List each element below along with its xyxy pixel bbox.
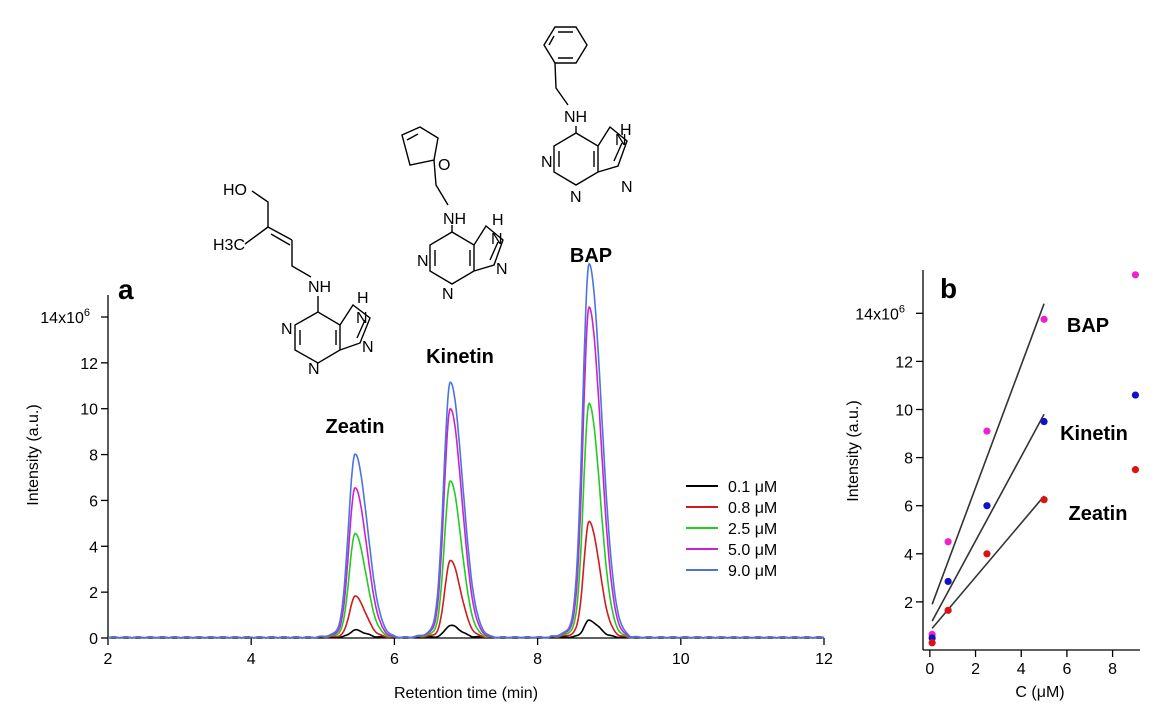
fit-line [931, 303, 1045, 605]
atom-label: N [417, 253, 429, 270]
fit-lines [931, 303, 1045, 629]
atom-label: N [496, 261, 508, 278]
peak-label: Kinetin [426, 346, 494, 368]
y-tick-label-b: 10 [895, 402, 913, 419]
x-tick-label-a: 6 [390, 651, 399, 668]
chromatogram-trace [107, 262, 825, 639]
data-point [944, 538, 952, 546]
y-tick-label-b: 4 [904, 547, 913, 564]
series-label: Kinetin [1060, 423, 1128, 445]
panel-label-a: a [118, 274, 134, 305]
atom-label: H [620, 122, 632, 139]
legend-label: 0.1 μM [728, 479, 777, 496]
legend-label: 0.8 μM [728, 500, 777, 517]
x-tick-label-a: 12 [815, 651, 833, 668]
calibration-points [928, 271, 1140, 647]
y-axis-label-a: Intensity (a.u.) [25, 404, 42, 505]
fit-line [931, 413, 1045, 622]
y-tick-label-b: 12 [895, 354, 913, 371]
legend-a: 0.1 μM 0.8 μM 2.5 μM 5.0 μM 9.0 μM [686, 479, 777, 580]
atom-label: N [442, 286, 454, 303]
x-tick-label-a: 10 [672, 651, 690, 668]
y-ticks-b: 2 4 6 8 10 12 14x106 [855, 303, 923, 612]
data-point [1040, 315, 1048, 323]
x-tick-label-a: 8 [533, 651, 542, 668]
atom-label: HO [223, 182, 247, 199]
atom-label: H [357, 290, 369, 307]
atom-label: NH [308, 279, 331, 296]
atom-label: N [356, 310, 368, 327]
data-point [983, 550, 991, 558]
data-point [1131, 271, 1140, 279]
y-tick-label-b: 8 [904, 451, 913, 468]
atom-label: NH [564, 109, 587, 126]
atom-label: N [621, 179, 633, 196]
atom-label: N [308, 361, 320, 378]
series-label: Zeatin [1069, 503, 1128, 525]
x-tick-label-a: 4 [247, 651, 256, 668]
zeatin-structure: HO H3C NH N H N N N [213, 182, 374, 378]
x-tick-label-b: 8 [1108, 661, 1117, 678]
series-labels-b: BAP Kinetin Zeatin [1060, 315, 1128, 525]
atom-label: N [362, 339, 374, 356]
legend-label: 2.5 μM [728, 521, 777, 538]
y-tick-label-a: 12 [80, 356, 98, 373]
data-point [928, 639, 936, 647]
kinetin-structure: O NH N H N N N [401, 126, 508, 303]
chromatogram-traces [107, 262, 825, 639]
atom-label: N [570, 189, 582, 206]
chromatogram-trace [107, 619, 825, 639]
atom-label: O [438, 157, 450, 174]
y-axis-label-b: Intensity (a.u.) [845, 400, 862, 501]
atom-label: N [541, 154, 553, 171]
peak-labels: Zeatin Kinetin BAP [326, 245, 613, 438]
y-tick-label-a: 0 [89, 631, 98, 648]
x-ticks-b: 0 2 4 6 8 [925, 650, 1117, 678]
atom-label: NH [443, 211, 466, 228]
x-axis-label-b: C (μM) [1015, 684, 1064, 701]
x-tick-label-b: 2 [971, 661, 980, 678]
data-point [1131, 466, 1140, 474]
legend-label: 5.0 μM [728, 542, 777, 559]
fit-line [931, 495, 1045, 629]
atom-label: N [491, 231, 503, 248]
y-tick-label-a: 4 [89, 539, 98, 556]
axes-b [922, 270, 1140, 651]
data-point [944, 606, 952, 614]
peak-label: BAP [570, 245, 612, 267]
data-point [1131, 391, 1140, 399]
series-label: BAP [1067, 315, 1109, 337]
chart-panel-b: b 0 2 4 6 8 2 4 6 8 10 12 14x106 C (μM) Intensity … [845, 270, 1140, 701]
data-point [983, 427, 991, 435]
data-point [1040, 496, 1048, 504]
bap-structure: NH N H N N N [541, 26, 633, 206]
y-tick-label-a: 2 [89, 585, 98, 602]
atom-label: N [615, 132, 627, 149]
y-tick-label-a: 10 [80, 402, 98, 419]
y-ticks-a: 0 2 4 6 8 10 12 14x106 [40, 307, 108, 648]
atom-label: H3C [213, 237, 245, 254]
x-ticks-a: 2 4 6 8 10 12 [104, 638, 833, 668]
data-point [983, 502, 991, 510]
x-tick-label-a: 2 [104, 651, 113, 668]
y-tick-label-a: 14x106 [40, 307, 90, 327]
legend-label: 9.0 μM [728, 563, 777, 580]
y-tick-label-a: 6 [89, 493, 98, 510]
data-point [944, 577, 952, 586]
x-tick-label-b: 6 [1062, 661, 1071, 678]
x-tick-label-b: 0 [925, 661, 934, 678]
y-tick-label-b: 6 [904, 499, 913, 516]
atom-label: N [281, 321, 293, 338]
atom-label: H [492, 212, 504, 229]
panel-label-b: b [940, 273, 957, 304]
y-tick-label-b: 14x106 [855, 303, 905, 323]
x-axis-label-a: Retention time (min) [394, 685, 538, 702]
peak-label: Zeatin [326, 416, 385, 438]
y-tick-label-b: 2 [904, 595, 913, 612]
data-point [1040, 417, 1048, 426]
y-tick-label-a: 8 [89, 448, 98, 465]
x-tick-label-b: 4 [1017, 661, 1026, 678]
